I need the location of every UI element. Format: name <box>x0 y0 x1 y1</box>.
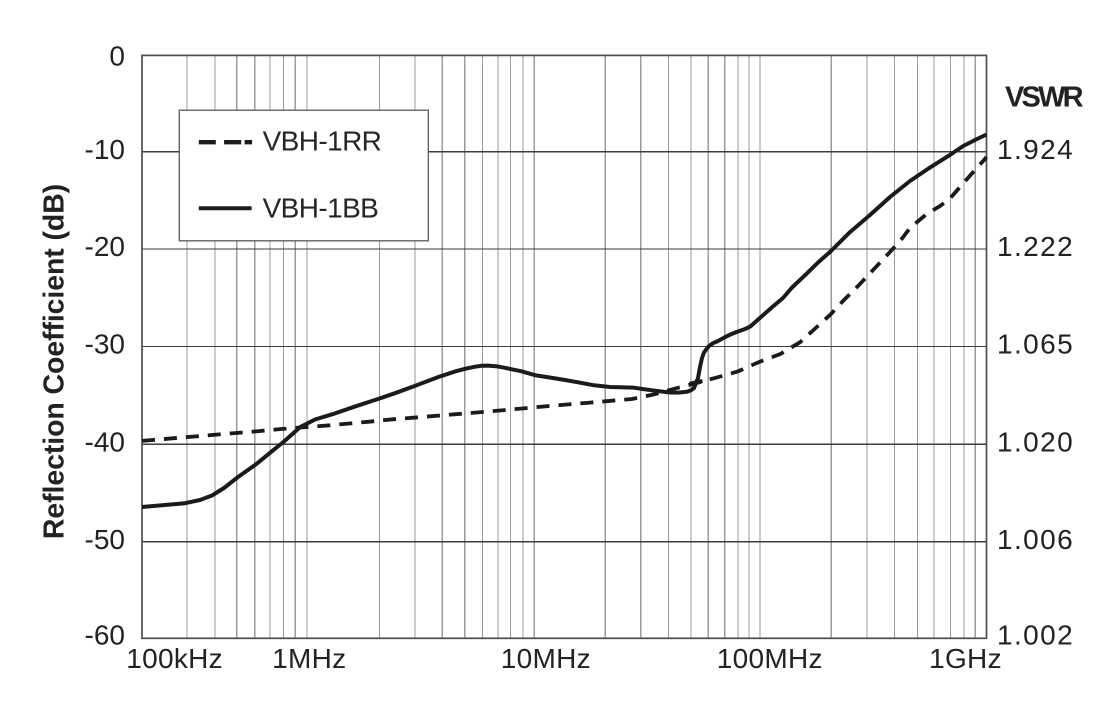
svg-text:1GHz: 1GHz <box>929 643 1002 674</box>
svg-text:VBH-1RR: VBH-1RR <box>263 126 382 157</box>
svg-text:-20: -20 <box>85 231 125 262</box>
svg-text:100MHz: 100MHz <box>717 643 823 674</box>
svg-text:Reflection Coefficient (dB): Reflection Coefficient (dB) <box>39 184 71 539</box>
svg-text:-50: -50 <box>85 524 125 555</box>
svg-text:1.006: 1.006 <box>997 524 1074 555</box>
svg-text:1MHz: 1MHz <box>272 643 346 674</box>
svg-text:VSWR: VSWR <box>1005 82 1084 114</box>
svg-text:VBH-1BB: VBH-1BB <box>263 193 379 224</box>
svg-text:10MHz: 10MHz <box>501 643 591 674</box>
svg-text:1.002: 1.002 <box>997 620 1074 651</box>
svg-text:-10: -10 <box>85 134 125 165</box>
svg-text:1.020: 1.020 <box>997 426 1074 457</box>
svg-text:1.222: 1.222 <box>997 231 1074 262</box>
svg-text:1.065: 1.065 <box>997 329 1074 360</box>
svg-text:1.924: 1.924 <box>997 134 1074 165</box>
svg-text:0: 0 <box>109 41 125 72</box>
svg-text:-40: -40 <box>85 426 125 457</box>
svg-text:100kHz: 100kHz <box>126 643 223 674</box>
svg-text:-30: -30 <box>85 329 125 360</box>
svg-text:-60: -60 <box>85 620 125 651</box>
